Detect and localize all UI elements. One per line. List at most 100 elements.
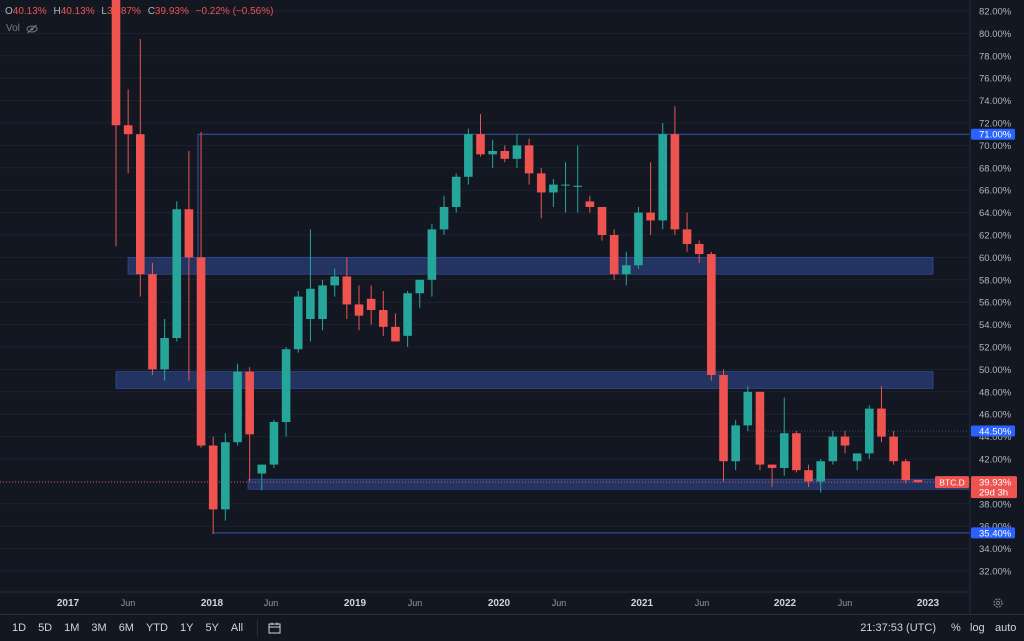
candle[interactable] [172,201,182,342]
candle[interactable] [488,139,497,168]
eye-crossed-icon[interactable] [26,24,38,34]
calendar-goto-icon[interactable] [268,622,282,634]
candle[interactable] [585,195,595,213]
candle[interactable] [148,263,157,375]
candle[interactable] [403,291,412,347]
candle[interactable] [318,279,327,331]
candle[interactable] [573,145,582,213]
candle[interactable] [221,433,230,521]
low-value: 39.87% [106,6,141,17]
candle[interactable] [160,319,169,381]
candle[interactable] [670,106,680,235]
candle[interactable] [500,145,510,163]
candle-body [646,212,655,221]
candle[interactable] [196,131,206,448]
x-tick-label: 2021 [631,598,654,609]
candle[interactable] [451,173,461,213]
price-label-badge[interactable]: 71.00% [971,128,1015,141]
candle[interactable] [136,39,145,297]
candle[interactable] [184,151,194,381]
candle[interactable] [731,419,740,471]
candle[interactable] [293,291,303,353]
range-1d[interactable]: 1D [12,622,27,634]
candle[interactable] [354,285,364,331]
candle[interactable] [767,464,777,487]
candle[interactable] [379,291,388,336]
candle[interactable] [597,207,607,241]
range-6m[interactable]: 6M [118,622,134,634]
candle[interactable] [208,436,218,535]
range-5y[interactable]: 5Y [205,622,219,634]
utc-clock[interactable]: 21:37:53 (UTC) [860,622,936,634]
candle-body [561,184,570,186]
candle[interactable] [852,453,862,471]
range-all[interactable]: All [230,622,244,634]
support-resistance-zone[interactable] [247,478,971,490]
support-resistance-zone[interactable] [127,257,934,275]
range-1m[interactable]: 1M [64,622,80,634]
candle[interactable] [415,279,425,308]
price-label-text: 44.50% [979,427,1012,438]
auto-scale-toggle[interactable]: auto [995,622,1017,634]
candle[interactable] [257,464,267,491]
support-resistance-zone[interactable] [115,371,934,389]
candle[interactable] [719,369,728,482]
candle[interactable] [889,431,898,465]
candle[interactable] [865,405,874,459]
candle[interactable] [269,419,279,468]
candle[interactable] [743,386,753,431]
candle[interactable] [634,207,643,269]
range-ytd[interactable]: YTD [145,622,168,634]
x-tick-label: 2017 [57,598,80,609]
candle[interactable] [439,195,449,235]
candle[interactable] [391,313,400,342]
candle[interactable] [549,179,558,207]
candle[interactable] [476,114,485,157]
current-price-tag[interactable]: BTC.D 39.93%29d 3h [935,476,1017,499]
candle[interactable] [342,257,352,319]
candle[interactable] [330,268,339,297]
candle[interactable] [111,0,121,247]
candle[interactable] [233,363,242,446]
candle[interactable] [755,391,765,471]
range-5d[interactable]: 5D [38,622,53,634]
candle[interactable] [901,459,911,484]
candle[interactable] [464,128,473,185]
settings-gear-icon[interactable] [991,596,1005,610]
candle[interactable] [913,479,923,483]
candle[interactable] [306,229,315,342]
candle-body [257,464,267,474]
candle[interactable] [281,347,291,437]
candle[interactable] [877,386,886,443]
candle[interactable] [804,464,813,487]
candle[interactable] [622,251,631,286]
percent-scale-toggle[interactable]: % [951,622,961,634]
candle[interactable] [512,134,522,168]
candle[interactable] [840,431,850,454]
candle[interactable] [561,162,570,213]
candle[interactable] [245,367,254,482]
range-1y[interactable]: 1Y [179,622,194,634]
candle[interactable] [694,240,704,263]
candle[interactable] [682,212,692,252]
candle[interactable] [816,459,825,493]
price-label-badge[interactable]: 35.40% [971,527,1015,539]
candle-body [476,134,485,155]
candle[interactable] [707,251,716,381]
price-label-badge[interactable]: 44.50% [971,425,1015,438]
candle[interactable] [658,123,668,230]
range-3m[interactable]: 3M [91,622,107,634]
candle[interactable] [427,223,437,297]
candle[interactable] [828,431,838,465]
candle[interactable] [609,229,619,280]
candle[interactable] [536,167,546,219]
candle[interactable] [123,89,133,174]
candle[interactable] [779,397,789,476]
log-scale-toggle[interactable]: log [970,622,985,634]
volume-indicator[interactable]: Vol [6,23,38,34]
candle[interactable] [524,138,534,185]
candle[interactable] [646,162,655,235]
candle[interactable] [792,431,801,473]
candle[interactable] [366,285,376,325]
